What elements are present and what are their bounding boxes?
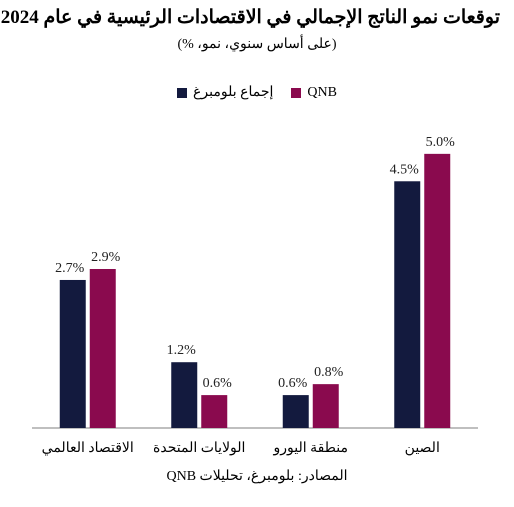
x-tick-label-1: الولايات المتحدة — [153, 441, 245, 456]
bar-bloomberg-3 — [394, 181, 421, 428]
legend-swatch-qnb — [291, 87, 302, 98]
source-note: المصادر: بلومبرغ، تحليلات QNB — [166, 469, 348, 484]
data-label-bloomberg-1: 1.2% — [167, 343, 197, 358]
legend-label-bloomberg: إجماع بلومبرغ — [193, 85, 274, 100]
legend-label-qnb: QNB — [307, 84, 337, 100]
bar-bloomberg-0 — [59, 279, 86, 428]
x-tick-label-2: منطقة اليورو — [273, 441, 348, 456]
data-label-qnb-3: 5.0% — [426, 135, 456, 150]
x-tick-label-0: الاقتصاد العالمي — [42, 441, 134, 456]
chart-title: توقعات نمو الناتج الإجمالي في الاقتصادات… — [0, 7, 500, 28]
legend-item-bloomberg: إجماع بلومبرغ — [177, 84, 273, 101]
bar-qnb-0 — [89, 269, 116, 428]
legend-item-qnb: QNB — [291, 84, 337, 101]
data-label-qnb-0: 2.9% — [91, 250, 121, 265]
data-label-bloomberg-3: 4.5% — [390, 162, 420, 177]
bar-qnb-1 — [201, 395, 228, 428]
data-label-qnb-1: 0.6% — [203, 376, 233, 391]
bar-bloomberg-2 — [282, 395, 309, 428]
legend: إجماع بلومبرغ QNB — [0, 84, 514, 101]
chart-subtitle: (على أساس سنوي، نمو، %) — [177, 37, 337, 52]
bar-qnb-2 — [312, 384, 339, 428]
bar-bloomberg-1 — [171, 362, 198, 428]
legend-swatch-bloomberg — [177, 87, 188, 98]
data-label-bloomberg-2: 0.6% — [278, 376, 308, 391]
bar-qnb-3 — [424, 153, 451, 429]
data-label-qnb-2: 0.8% — [314, 365, 344, 380]
data-label-bloomberg-0: 2.7% — [55, 261, 85, 276]
x-tick-label-3: الصين — [405, 441, 440, 456]
